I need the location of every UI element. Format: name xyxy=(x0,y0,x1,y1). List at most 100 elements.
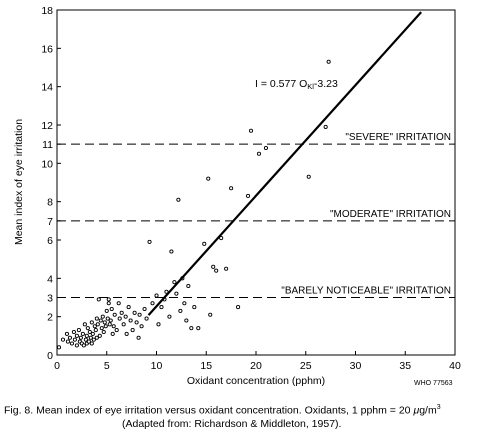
data-point xyxy=(184,318,189,323)
data-point xyxy=(90,331,95,336)
data-point xyxy=(236,305,241,310)
y-tick-label: 2 xyxy=(47,312,53,324)
caption-line-1: Fig. 8. Mean index of eye irritation ver… xyxy=(4,401,480,418)
data-point xyxy=(80,331,85,336)
data-point xyxy=(144,316,149,321)
data-point xyxy=(56,345,62,350)
data-point xyxy=(164,289,169,294)
data-point xyxy=(110,331,115,336)
y-tick-label: 3 xyxy=(47,293,53,305)
data-point xyxy=(128,318,133,323)
data-point xyxy=(109,306,114,312)
data-point xyxy=(71,329,76,335)
data-point xyxy=(103,324,108,329)
data-point xyxy=(78,335,83,340)
threshold-label: "SEVERE" IRRITATION xyxy=(345,132,451,143)
data-point xyxy=(104,308,109,313)
data-point xyxy=(102,320,107,325)
data-point xyxy=(72,337,77,342)
data-point xyxy=(126,305,131,310)
x-tick-label: 30 xyxy=(350,360,362,372)
data-point xyxy=(229,186,234,191)
data-point xyxy=(67,335,72,340)
x-tick-label: 35 xyxy=(399,360,411,372)
data-point xyxy=(111,324,116,329)
data-point xyxy=(208,312,213,317)
data-point xyxy=(196,326,201,331)
data-point xyxy=(98,318,103,323)
y-tick-label: 4 xyxy=(47,273,53,285)
data-point xyxy=(202,241,207,246)
data-point xyxy=(65,339,70,344)
data-point xyxy=(132,310,137,315)
data-point xyxy=(106,297,111,302)
data-point xyxy=(137,312,142,317)
data-point xyxy=(172,280,177,285)
data-point xyxy=(326,59,331,64)
data-point xyxy=(106,301,111,306)
data-point xyxy=(112,312,117,317)
y-tick-label: 6 xyxy=(47,235,53,247)
data-point xyxy=(89,341,94,346)
data-point xyxy=(94,335,99,340)
data-point xyxy=(123,314,128,319)
data-point xyxy=(154,293,159,298)
data-point xyxy=(130,328,135,333)
data-point xyxy=(245,193,251,198)
data-point xyxy=(124,331,129,336)
caption-unit: g/m xyxy=(419,404,437,417)
data-point xyxy=(100,314,105,319)
caption-line-2: (Adapted from: Richardson & Middleton, 1… xyxy=(122,417,342,430)
data-point xyxy=(88,335,93,340)
y-tick-label: 14 xyxy=(41,82,53,94)
data-point xyxy=(107,322,112,327)
threshold-lines: "BARELY NOTICEABLE" IRRITATION "MODERATE"… xyxy=(57,132,455,298)
data-point xyxy=(96,297,101,302)
data-point xyxy=(85,326,90,331)
x-tick-label: 15 xyxy=(200,360,212,372)
y-tick-label: 11 xyxy=(42,139,53,151)
caption-superscript: 3 xyxy=(436,404,441,411)
equation-main: I = 0.577 O xyxy=(255,78,307,90)
data-point xyxy=(147,239,152,244)
data-point xyxy=(81,343,86,348)
data-point xyxy=(189,326,194,331)
data-point xyxy=(105,316,110,321)
data-point xyxy=(91,337,96,342)
data-point xyxy=(224,266,229,271)
y-tick-label: 18 xyxy=(41,5,53,17)
x-tick-label: 25 xyxy=(300,360,312,372)
watermark-code: WHO 77563 xyxy=(414,380,453,387)
data-point xyxy=(116,301,121,306)
data-point xyxy=(108,318,113,323)
caption-text: Fig. 8. Mean index of eye irritation ver… xyxy=(4,404,414,417)
x-axis-label: Oxidant concentration (pphm) xyxy=(187,375,325,387)
caption-mu: μ xyxy=(413,404,420,417)
data-point xyxy=(186,283,191,289)
data-point xyxy=(136,335,141,340)
data-point xyxy=(134,320,139,325)
y-tick-label: 12 xyxy=(41,120,53,132)
data-point xyxy=(121,322,126,327)
data-point xyxy=(167,314,172,319)
data-point xyxy=(64,331,69,336)
figure-caption: Fig. 8. Mean index of eye irritation ver… xyxy=(4,401,480,431)
data-point xyxy=(97,333,102,338)
data-point xyxy=(214,268,219,273)
x-tick-label: 0 xyxy=(54,360,60,372)
y-tick-label: 10 xyxy=(41,158,53,170)
data-point xyxy=(99,326,104,331)
data-point xyxy=(92,324,97,329)
data-point xyxy=(74,343,79,348)
y-tick-label: 0 xyxy=(47,350,53,362)
data-point xyxy=(256,151,262,156)
x-tick-label: 5 xyxy=(104,360,110,372)
y-axis-label: Mean index of eye irritation xyxy=(13,119,25,245)
y-axis-ticks: 0 2 3 4 6 7 8 10 11 12 14 16 18 xyxy=(41,5,61,362)
data-point xyxy=(60,337,66,342)
data-point xyxy=(150,301,155,306)
data-point xyxy=(117,316,122,321)
data-point xyxy=(119,310,124,315)
data-point xyxy=(182,301,187,306)
data-point xyxy=(84,333,89,338)
